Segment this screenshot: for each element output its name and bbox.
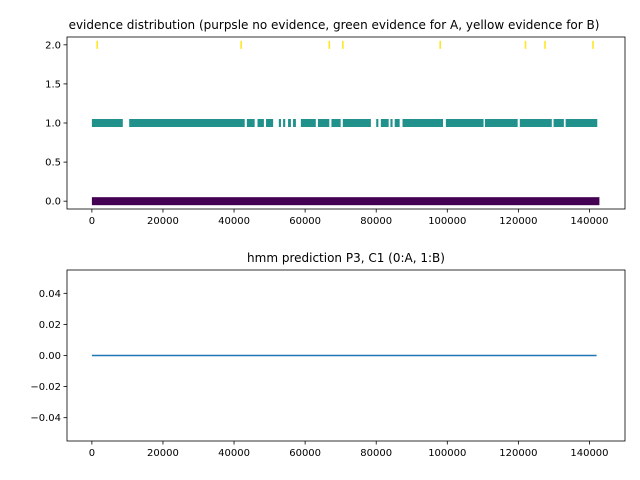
x-tick-label: 100000 xyxy=(428,448,466,459)
evidence-chart-title: evidence distribution (purpsle no eviden… xyxy=(69,18,600,32)
x-tick-label: 0 xyxy=(89,448,95,459)
evidence-b-point xyxy=(592,40,594,49)
evidence-b-point xyxy=(240,40,242,49)
evidence-a-segment xyxy=(380,119,389,127)
evidence-a-segment xyxy=(317,119,330,127)
evidence-b-point xyxy=(439,40,441,49)
evidence-a-segment xyxy=(300,119,316,127)
evidence-a-segment xyxy=(257,119,264,127)
evidence-a-segment xyxy=(519,119,552,127)
y-tick-label: −0.02 xyxy=(30,382,61,393)
x-tick-label: 60000 xyxy=(289,448,321,459)
evidence-a-segment xyxy=(553,119,564,127)
evidence-a-segment xyxy=(342,119,371,127)
x-tick-label: 40000 xyxy=(218,216,250,227)
evidence-a-segment xyxy=(376,119,379,127)
hmm-chart-axes: 0 20000 40000 60000 80000 100000 120000 140000 −… xyxy=(30,289,608,459)
x-tick-label: 120000 xyxy=(499,216,537,227)
evidence-a-segment xyxy=(129,119,245,127)
evidence-a-segment xyxy=(402,119,444,127)
evidence-b-point xyxy=(328,40,331,49)
evidence-plot-area xyxy=(91,40,600,206)
evidence-a-segment xyxy=(484,119,518,127)
evidence-a-segment xyxy=(565,119,598,127)
evidence-a-segment xyxy=(394,119,400,127)
y-tick-label: −0.04 xyxy=(30,413,61,424)
y-tick-label: 0.00 xyxy=(39,351,61,362)
x-tick-label: 0 xyxy=(89,216,95,227)
y-tick-label: 0.02 xyxy=(39,320,61,331)
evidence-b-point xyxy=(544,40,546,49)
evidence-a-segment xyxy=(246,119,255,127)
evidence-a-segment xyxy=(278,119,281,127)
evidence-chart-axes: 0 20000 40000 60000 80000 100000 120000 140000 0… xyxy=(45,40,608,227)
evidence-chart: evidence distribution (purpsle no eviden… xyxy=(45,18,626,227)
x-tick-label: 140000 xyxy=(570,448,608,459)
hmm-chart: hmm prediction P3, C1 (0:A, 1:B) 0 20000 4… xyxy=(30,251,626,459)
y-tick-label: 0.5 xyxy=(45,158,61,169)
evidence-a-segment xyxy=(288,119,291,127)
evidence-b-point xyxy=(96,40,99,49)
evidence-a-segment xyxy=(445,119,484,127)
x-tick-label: 100000 xyxy=(428,216,466,227)
x-tick-label: 80000 xyxy=(360,216,392,227)
x-tick-label: 20000 xyxy=(147,216,179,227)
evidence-b-point xyxy=(524,40,527,49)
hmm-chart-title: hmm prediction P3, C1 (0:A, 1:B) xyxy=(247,251,445,265)
evidence-a-segment xyxy=(283,119,286,127)
evidence-a-segment xyxy=(331,119,341,127)
no-evidence-segment xyxy=(91,197,600,206)
evidence-b-point xyxy=(342,40,344,49)
evidence-a-segment xyxy=(293,119,296,127)
x-tick-label: 20000 xyxy=(147,448,179,459)
x-tick-label: 40000 xyxy=(218,448,250,459)
x-tick-label: 140000 xyxy=(570,216,608,227)
x-tick-label: 80000 xyxy=(360,448,392,459)
y-tick-label: 2.0 xyxy=(45,40,61,51)
x-tick-label: 120000 xyxy=(499,448,537,459)
evidence-a-segment xyxy=(390,119,393,127)
y-tick-label: 0.0 xyxy=(45,197,61,208)
evidence-a-segment xyxy=(266,119,274,127)
y-tick-label: 0.04 xyxy=(39,289,61,300)
y-tick-label: 1.5 xyxy=(45,79,61,90)
y-tick-label: 1.0 xyxy=(45,119,61,130)
evidence-a-segment xyxy=(91,119,123,127)
x-tick-label: 60000 xyxy=(289,216,321,227)
